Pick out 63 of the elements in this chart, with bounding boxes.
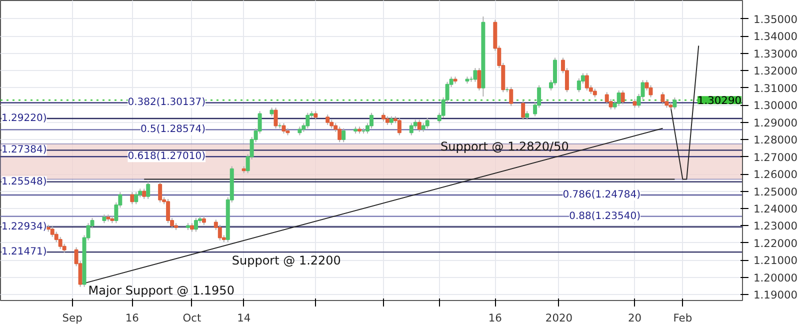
candlestick — [326, 114, 330, 126]
y-tick-label: 1.26000 — [754, 168, 798, 182]
x-tick-label: 20 — [628, 312, 642, 324]
candlestick — [620, 90, 625, 105]
y-tick-label: 1.31000 — [754, 82, 798, 95]
x-tick-label: Sep — [62, 312, 83, 324]
candlestick — [274, 107, 278, 129]
y-tick-label: 1.24000 — [754, 202, 798, 216]
candlestick — [473, 68, 478, 82]
candlestick — [338, 126, 342, 143]
y-tick-label: 1.23000 — [754, 220, 798, 233]
candlestick — [306, 112, 310, 129]
candlestick — [130, 192, 134, 205]
annotation: Support @ 1.2200 — [232, 254, 341, 268]
ref-line-label: 1.29220) — [2, 113, 47, 124]
candlestick — [417, 119, 422, 132]
ref-line-label: 0.88(1.23540) — [569, 210, 641, 222]
ref-line-label: 0.618(1.27010) — [128, 151, 206, 162]
y-tick-label: 1.32000 — [754, 64, 798, 78]
x-tick-label: 16 — [125, 312, 140, 324]
candlestick — [158, 181, 162, 203]
x-tick-label: Feb — [673, 312, 692, 324]
x-tick-label: 2020 — [545, 312, 573, 324]
candlestick — [134, 192, 138, 205]
y-tick-label: 1.27000 — [754, 150, 798, 164]
ref-line-label: 1.22934) — [2, 221, 47, 232]
x-tick-label: 14 — [237, 312, 251, 324]
candlestick — [409, 122, 414, 136]
candlestick — [342, 128, 346, 143]
y-tick-label: 1.30000 — [754, 99, 798, 112]
ref-line-label: 0.5(1.28574) — [140, 124, 206, 136]
x-tick-label: Oct — [182, 312, 202, 324]
y-tick-label: 1.22000 — [754, 236, 798, 250]
y-tick-label: 1.19000 — [754, 288, 798, 302]
y-tick-label: 1.28000 — [754, 134, 798, 147]
y-tick-label: 1.25000 — [754, 185, 798, 198]
ref-line-label: 1.30290 — [697, 94, 742, 108]
candlestick — [660, 92, 665, 105]
ref-line-label: 0.786(1.24784) — [562, 189, 641, 200]
candlestick — [146, 181, 150, 200]
candlestick — [616, 90, 621, 106]
candlestick — [397, 118, 402, 136]
y-tick-label: 1.35000 — [754, 12, 798, 26]
y-tick-label: 1.21000 — [754, 254, 798, 268]
annotation: Major Support @ 1.1950 — [88, 283, 234, 298]
ref-line-label: 1.21471) — [2, 246, 47, 258]
candlestick — [509, 86, 514, 106]
candlestick — [425, 118, 430, 129]
ref-line-label: 1.27384) — [2, 144, 47, 156]
x-tick-label: 16 — [488, 312, 502, 324]
candlestick — [584, 72, 589, 91]
candlestick — [282, 122, 286, 134]
candlestick — [194, 217, 198, 232]
y-tick-label: 1.34000 — [754, 30, 798, 44]
y-tick-label: 1.20000 — [754, 271, 798, 284]
ref-line-label: 1.25548) — [2, 176, 47, 188]
y-tick-label: 1.29000 — [754, 116, 798, 130]
candlestick — [477, 68, 482, 91]
ref-line-label: 0.382(1.30137) — [128, 97, 206, 108]
candlestick — [672, 97, 677, 110]
candlestick — [521, 100, 526, 120]
candlestick — [142, 188, 146, 200]
y-tick-label: 1.33000 — [754, 47, 798, 60]
